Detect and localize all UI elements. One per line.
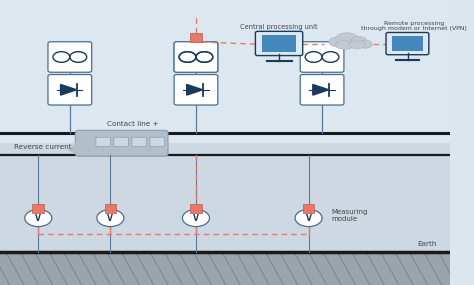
Circle shape [25,209,52,227]
FancyBboxPatch shape [300,74,344,105]
FancyBboxPatch shape [392,36,422,51]
Text: Central processing unit: Central processing unit [240,25,318,30]
Circle shape [97,209,124,227]
Text: V: V [108,213,113,223]
Polygon shape [61,84,77,95]
FancyBboxPatch shape [300,42,344,72]
FancyBboxPatch shape [174,42,218,72]
Ellipse shape [358,40,372,48]
Polygon shape [69,141,79,154]
Text: Earth: Earth [418,241,437,247]
Text: Remote processing
through modem or Internet (VPN): Remote processing through modem or Inter… [362,21,467,31]
FancyBboxPatch shape [190,33,202,42]
Polygon shape [187,84,203,95]
FancyBboxPatch shape [96,137,110,146]
Bar [0,142,450,285]
FancyBboxPatch shape [174,74,218,105]
FancyBboxPatch shape [386,32,429,55]
Text: V: V [36,213,41,223]
Bar [0,252,450,285]
FancyBboxPatch shape [104,204,116,213]
FancyBboxPatch shape [132,137,146,146]
Text: Reverse current: Reverse current [14,144,71,150]
Text: Measuring
module: Measuring module [331,209,367,222]
Circle shape [182,209,210,227]
Text: V: V [306,213,311,223]
Bar [0,0,450,142]
FancyBboxPatch shape [48,42,91,72]
Text: Contact line +: Contact line + [107,121,159,127]
FancyBboxPatch shape [174,42,218,72]
Ellipse shape [336,41,354,49]
Polygon shape [313,84,329,95]
Ellipse shape [336,33,358,45]
Text: V: V [193,213,199,223]
FancyBboxPatch shape [303,204,314,213]
FancyBboxPatch shape [32,204,44,213]
FancyBboxPatch shape [255,31,303,56]
FancyBboxPatch shape [190,204,202,213]
FancyBboxPatch shape [75,130,168,156]
Ellipse shape [349,41,365,49]
Ellipse shape [329,37,347,47]
Circle shape [295,209,322,227]
FancyBboxPatch shape [114,137,128,146]
Ellipse shape [351,36,367,46]
FancyBboxPatch shape [262,35,296,52]
FancyBboxPatch shape [48,74,91,105]
FancyBboxPatch shape [150,137,164,146]
